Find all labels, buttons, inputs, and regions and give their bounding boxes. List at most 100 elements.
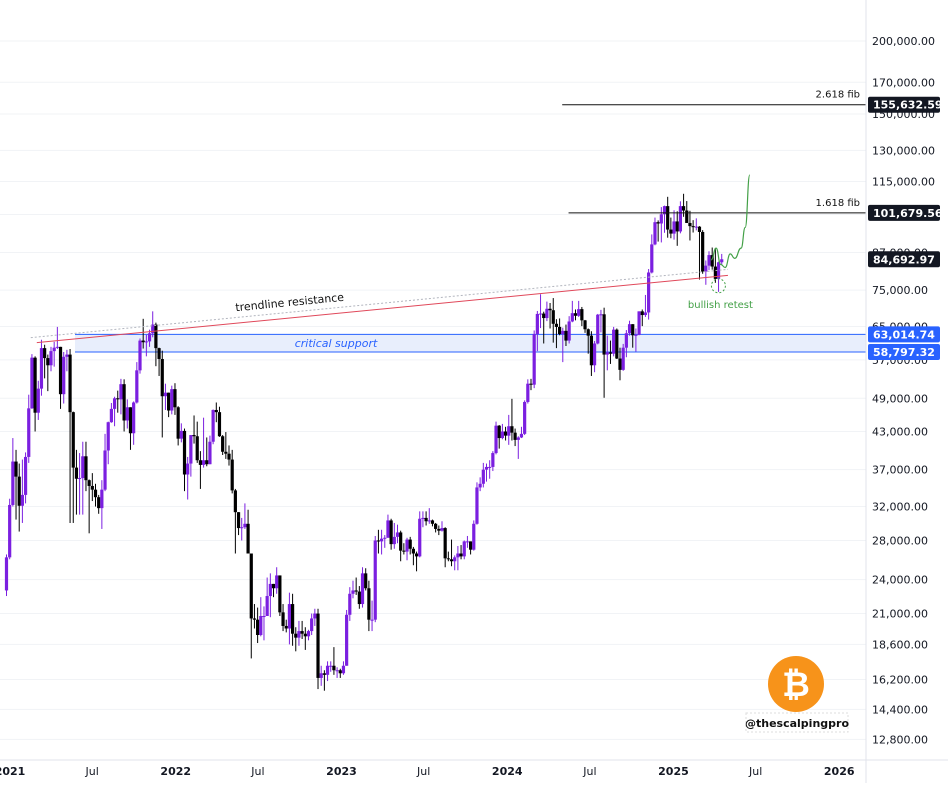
candle-body [437, 528, 441, 531]
candle [297, 620, 301, 646]
candle-body [418, 518, 422, 557]
candle-body [281, 612, 285, 626]
candle [167, 392, 171, 418]
candle [618, 347, 622, 381]
candle-body [472, 523, 476, 550]
candle [81, 441, 85, 515]
candle [84, 441, 88, 492]
candle [160, 350, 164, 438]
candle-body [217, 412, 222, 437]
candle [163, 383, 168, 410]
candle-body [252, 618, 257, 620]
candle [672, 210, 676, 240]
candle-body [221, 436, 225, 452]
candle [465, 535, 470, 548]
candle-body [395, 532, 400, 537]
candle-body [259, 615, 263, 636]
candle-body [612, 329, 616, 354]
candle-body [351, 590, 355, 594]
candle-body [532, 334, 536, 385]
candle-body [332, 665, 336, 671]
candle-body [459, 553, 463, 557]
candle [662, 205, 667, 233]
candle [666, 196, 670, 238]
candle [421, 511, 425, 528]
candle [132, 401, 136, 445]
y-tick-label: 14,400.00 [872, 703, 928, 716]
candle-body [402, 550, 406, 552]
candle-body [465, 541, 470, 543]
candle-body [179, 430, 183, 439]
candle-body [713, 266, 717, 279]
candle [612, 326, 616, 357]
candle [151, 311, 155, 338]
candle [532, 330, 536, 389]
candle [348, 587, 352, 621]
candle [11, 438, 15, 507]
x-tick-label: 2025 [658, 765, 689, 778]
overlays [30, 104, 866, 344]
x-tick-label: 2021 [0, 765, 25, 778]
y-tick-label: 12,800.00 [872, 733, 928, 746]
candle-body [93, 489, 98, 498]
candle [459, 545, 463, 560]
candle [240, 517, 244, 541]
candle-body [615, 329, 619, 359]
candle [500, 423, 504, 440]
candle-body [132, 402, 136, 434]
candle [402, 543, 406, 555]
candle-body [319, 673, 323, 678]
candle [418, 511, 422, 558]
candle-body [627, 324, 632, 334]
candle-body [545, 308, 549, 319]
candle [558, 318, 562, 336]
candle [621, 343, 625, 371]
candle-body [659, 214, 663, 224]
candle-body [602, 314, 606, 355]
candle [446, 551, 450, 562]
y-tick-label: 75,000.00 [872, 284, 928, 297]
x-tick-label: Jul [748, 765, 762, 778]
candle [707, 251, 711, 270]
candle [49, 346, 53, 372]
candle-body [647, 272, 651, 313]
candle-body [507, 426, 511, 436]
candle-body [109, 408, 113, 423]
candle [125, 399, 129, 429]
candle-body [589, 335, 593, 366]
candle-body [81, 456, 85, 479]
candle-body [27, 408, 31, 457]
candle [106, 421, 110, 465]
candle [275, 567, 279, 594]
candle-body [675, 221, 679, 232]
candle [43, 344, 47, 379]
candle [201, 417, 206, 468]
candle-body [697, 226, 702, 232]
candle [27, 394, 31, 463]
candle-body [704, 265, 708, 272]
candle-body [364, 573, 368, 589]
candle [182, 428, 187, 492]
y-tick-label: 28,000.00 [872, 534, 928, 547]
candle-body [306, 631, 311, 637]
candle [583, 319, 587, 333]
candle [602, 307, 606, 398]
candle [386, 514, 390, 538]
candle-body [634, 334, 638, 336]
price-tag-box [868, 96, 940, 113]
candle-body [335, 670, 339, 672]
price-tag: 155,632.59 [868, 96, 943, 113]
candle [138, 338, 142, 374]
candle [122, 379, 126, 432]
candle [631, 324, 635, 348]
candle-body [650, 244, 654, 273]
candle [90, 473, 94, 502]
candle [214, 402, 218, 423]
candle [195, 421, 199, 463]
candle [526, 379, 530, 404]
candle [211, 409, 215, 445]
candle-body [707, 255, 711, 266]
candle-body [163, 392, 168, 397]
candle [205, 437, 209, 467]
